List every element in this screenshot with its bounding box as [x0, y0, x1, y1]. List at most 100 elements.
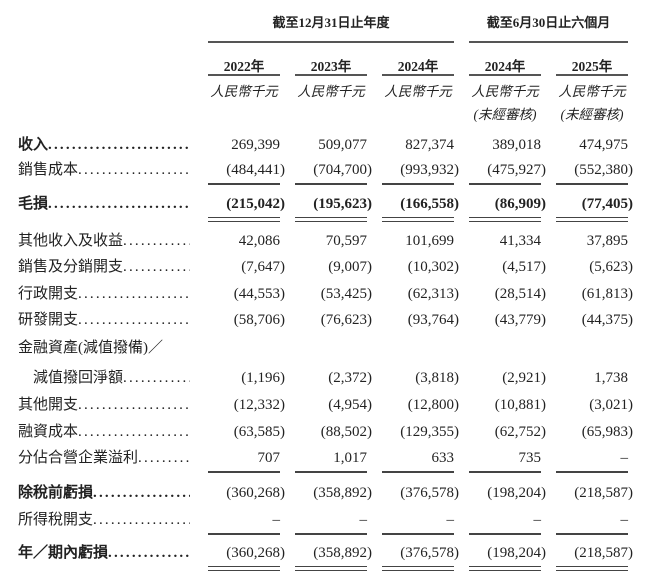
row-value: (1,196)	[241, 370, 285, 386]
row-value: 474,975	[579, 137, 628, 153]
row-label-text: 融資成本	[18, 424, 79, 440]
double-rule	[469, 217, 541, 222]
single-rule	[556, 533, 628, 535]
row-value: (376,578)	[400, 485, 459, 501]
row-value: (360,268)	[226, 545, 285, 561]
row-label-text: 分佔合營企業溢利	[18, 450, 139, 466]
dot-leader: ........................................	[78, 397, 190, 413]
row-label-text: 收入	[18, 137, 49, 153]
row-value: –	[533, 512, 542, 528]
column-year-rule	[208, 74, 280, 76]
column-year: 2023年	[310, 59, 352, 74]
row-value: 41,334	[499, 233, 541, 249]
single-rule	[469, 183, 541, 185]
dot-leader: ........................................	[93, 512, 190, 528]
row-value: (166,558)	[400, 196, 459, 212]
row-value: (198,204)	[487, 545, 546, 561]
row-value: 37,895	[586, 233, 628, 249]
row-value: (475,927)	[487, 162, 546, 178]
dot-leader: ........................................	[93, 485, 190, 501]
single-rule	[382, 471, 454, 473]
column-unit: 人民幣千元	[210, 84, 278, 99]
column-year: 2024年	[397, 59, 439, 74]
single-rule	[556, 471, 628, 473]
row-value: 42,086	[238, 233, 280, 249]
double-rule	[556, 566, 628, 571]
column-unit: 人民幣千元	[384, 84, 452, 99]
row-value: (195,623)	[313, 196, 372, 212]
column-year-rule	[295, 74, 367, 76]
row-label: 除稅前虧損...................................…	[18, 483, 190, 503]
row-value: (86,909)	[494, 196, 546, 212]
row-label: 銷售及分銷開支.................................…	[18, 257, 190, 277]
row-value: (65,983)	[581, 424, 633, 440]
row-value: (2,372)	[328, 370, 372, 386]
single-rule	[295, 471, 367, 473]
row-value: 1,738	[594, 370, 628, 386]
row-value: (4,954)	[328, 397, 372, 413]
group-header-rule	[208, 41, 454, 43]
row-label: 研發開支....................................…	[18, 310, 190, 330]
row-label-text: 毛損	[18, 196, 49, 212]
row-label-text: 研發開支	[18, 312, 79, 328]
dot-leader: ........................................	[123, 370, 190, 386]
single-rule	[208, 183, 280, 185]
dot-leader: ........................................	[78, 286, 190, 302]
row-label: 所得稅開支...................................…	[18, 510, 190, 530]
single-rule	[382, 533, 454, 535]
row-value: (218,587)	[574, 485, 633, 501]
column-unaudited-note: (未經審核)	[560, 107, 624, 122]
single-rule	[469, 471, 541, 473]
column-unaudited-note: (未經審核)	[473, 107, 537, 122]
single-rule	[208, 471, 280, 473]
double-rule	[208, 217, 280, 222]
row-value: (358,892)	[313, 545, 372, 561]
single-rule	[382, 183, 454, 185]
dot-leader: ........................................	[78, 312, 190, 328]
row-value: (12,332)	[233, 397, 285, 413]
single-rule	[469, 533, 541, 535]
row-value: (376,578)	[400, 545, 459, 561]
row-value: (484,441)	[226, 162, 285, 178]
column-year-rule	[382, 74, 454, 76]
column-year-rule	[556, 74, 628, 76]
row-value: (4,517)	[502, 259, 546, 275]
row-value: (43,779)	[494, 312, 546, 328]
row-value: (215,042)	[226, 196, 285, 212]
group-header-fiscal-year: 截至12月31日止年度	[272, 15, 390, 30]
row-value: –	[272, 512, 281, 528]
row-value: 735	[518, 450, 542, 466]
row-value: 269,399	[231, 137, 280, 153]
group-header-rule	[469, 41, 628, 43]
row-value: (10,881)	[494, 397, 546, 413]
row-value: 509,077	[318, 137, 367, 153]
row-label-text: 行政開支	[18, 286, 79, 302]
row-label: 行政開支....................................…	[18, 284, 190, 304]
row-value: –	[359, 512, 368, 528]
row-value: (198,204)	[487, 485, 546, 501]
dot-leader: ........................................	[78, 424, 190, 440]
column-unit: 人民幣千元	[297, 84, 365, 99]
row-value: (58,706)	[233, 312, 285, 328]
single-rule	[295, 533, 367, 535]
row-label-text: 其他開支	[18, 397, 79, 413]
row-value: (62,752)	[494, 424, 546, 440]
column-year: 2024年	[484, 59, 526, 74]
row-label: 金融資產(減值撥備)／	[18, 338, 190, 358]
row-value: (3,021)	[589, 397, 633, 413]
row-value: (552,380)	[574, 162, 633, 178]
row-value: 101,699	[405, 233, 454, 249]
row-value: –	[620, 512, 629, 528]
row-value: (93,764)	[407, 312, 459, 328]
dot-leader: ........................................	[108, 545, 190, 561]
row-value: (63,585)	[233, 424, 285, 440]
double-rule	[469, 566, 541, 571]
row-value: (129,355)	[400, 424, 459, 440]
row-label-text: 金融資產(減值撥備)／	[18, 340, 163, 356]
row-value: (9,007)	[328, 259, 372, 275]
row-value: 707	[257, 450, 281, 466]
dot-leader: ........................................	[48, 196, 190, 212]
column-year: 2022年	[223, 59, 265, 74]
row-label: 減值撥回淨額..................................…	[18, 368, 190, 388]
row-value: (10,302)	[407, 259, 459, 275]
